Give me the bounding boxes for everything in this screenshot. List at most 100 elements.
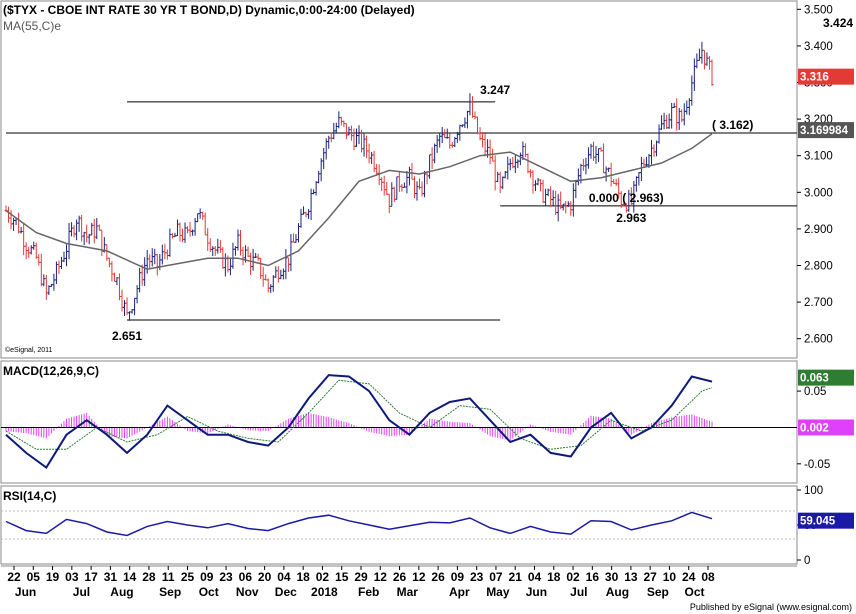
x-month-label: Sep (159, 585, 181, 599)
x-month-label: Jun (526, 585, 547, 599)
x-day-label: 13 (624, 570, 638, 584)
x-day-label: 18 (296, 570, 310, 584)
last-price-tag: 3.316 (800, 72, 829, 84)
ma-line (5, 133, 713, 270)
x-day-label: 02 (316, 570, 330, 584)
x-month-label: Oct (199, 585, 219, 599)
price-annotation: 0.000 ( 2.963) (589, 191, 664, 205)
x-day-label: 08 (701, 570, 715, 584)
x-day-label: 31 (104, 570, 118, 584)
x-day-label: 29 (354, 570, 368, 584)
x-day-label: 02 (566, 570, 580, 584)
x-day-label: 19 (46, 570, 60, 584)
level-price-tag-bg (798, 122, 854, 139)
x-day-label: 12 (374, 570, 388, 584)
x-day-label: 23 (470, 570, 484, 584)
ma-legend: MA(55,C)e (3, 19, 61, 33)
macd-tick-label: 0.05 (804, 386, 826, 398)
y-tick-label: 2.900 (804, 224, 833, 236)
price-candles (4, 41, 714, 321)
x-month-label: Sep (647, 585, 669, 599)
macd-panel[interactable]: MACD(12,26,9,C) (0, 360, 798, 484)
x-day-label: 25 (181, 570, 195, 584)
x-day-label: 20 (258, 570, 272, 584)
x-month-label: Oct (684, 585, 704, 599)
x-day-label: 23 (219, 570, 233, 584)
x-day-label: 04 (277, 570, 291, 584)
x-day-label: 21 (509, 570, 523, 584)
price-panel[interactable]: 3.424 3.247 ( 3.162) 0.000 ( 2.963) 2.963 2.6… (0, 0, 853, 359)
price-panel-frame (0, 0, 798, 359)
y-tick-label: 2.800 (804, 261, 833, 273)
x-day-label: 18 (547, 570, 561, 584)
x-day-label: 28 (142, 570, 156, 584)
price-annotation: 3.247 (480, 83, 510, 97)
price-annotation: 2.651 (112, 329, 142, 343)
x-month-label: 2018 (311, 585, 338, 599)
macd-value-tag-bg (798, 369, 854, 386)
x-day-label: 04 (528, 570, 542, 584)
x-day-label: 09 (200, 570, 214, 584)
y-tick-label: 3.400 (804, 41, 833, 53)
y-tick-label: 3.000 (804, 187, 833, 199)
x-month-label: Jun (15, 585, 36, 599)
x-day-label: 05 (27, 570, 41, 584)
rsi-value-tag-bg (798, 512, 854, 529)
y-tick-label: 3.500 (804, 4, 833, 16)
histogram-value-tag: 0.002 (800, 422, 829, 434)
macd-tick-label: -0.05 (804, 459, 830, 471)
x-day-label: 14 (123, 570, 137, 584)
x-day-label: 22 (7, 570, 21, 584)
x-day-label: 07 (489, 570, 503, 584)
x-day-label: 03 (65, 570, 79, 584)
x-month-label: Dec (275, 585, 297, 599)
x-month-label: Jul (73, 585, 90, 599)
x-month-label: Feb (358, 585, 379, 599)
chart-title: ($TYX - CBOE INT RATE 30 YR T BOND,D) Dy… (3, 3, 415, 17)
x-axis: 22 05 19 03 17 31 14 28 11 25 09 23 06 20 04 18 02 15 29 12… (1, 565, 797, 599)
x-day-label: 15 (335, 570, 349, 584)
x-day-label: 26 (431, 570, 445, 584)
y-tick-label: 3.100 (804, 151, 833, 163)
x-month-label: Aug (110, 585, 133, 599)
macd-signal-line (5, 379, 713, 450)
x-month-label: Aug (606, 585, 629, 599)
histogram-value-tag-bg (798, 419, 854, 436)
macd-legend: MACD(12,26,9,C) (3, 364, 99, 378)
x-month-label: Jul (570, 585, 587, 599)
x-day-label: 11 (162, 570, 175, 584)
x-month-label: Apr (449, 585, 470, 599)
price-annotation: 3.424 (823, 16, 853, 30)
x-day-label: 17 (84, 570, 98, 584)
x-day-label: 09 (451, 570, 465, 584)
x-day-label: 30 (605, 570, 619, 584)
x-day-label: 26 (393, 570, 407, 584)
x-day-label: 10 (663, 570, 677, 584)
macd-value-tag: 0.063 (800, 373, 829, 385)
y-axis: 3.5003.4003.3003.2003.1003.0002.9002.800… (797, 4, 854, 567)
x-day-label: 12 (412, 570, 426, 584)
level-price-tag: 3.169984 (800, 125, 849, 137)
rsi-tick-label: 100 (804, 485, 823, 497)
x-day-label: 24 (682, 570, 696, 584)
price-annotation: ( 3.162) (712, 118, 753, 132)
last-price-tag-bg (798, 68, 854, 85)
rsi-value-tag: 59.045 (800, 516, 836, 528)
rsi-legend: RSI(14,C) (3, 489, 56, 503)
macd-panel-frame (0, 360, 798, 484)
x-month-label: Nov (236, 585, 259, 599)
publisher-text: Published by eSignal (www.esignal.com) (690, 602, 852, 612)
rsi-tick-label: 0 (804, 555, 810, 567)
x-month-label: Mar (397, 585, 419, 599)
price-annotations: 3.424 3.247 ( 3.162) 0.000 ( 2.963) 2.963 2.6… (112, 16, 853, 343)
macd-line (5, 374, 713, 469)
price-annotation: 2.963 (616, 211, 646, 225)
price-horizontal-lines (6, 101, 797, 321)
x-day-label: 16 (586, 570, 600, 584)
x-day-label: 06 (239, 570, 253, 584)
rsi-line (5, 511, 713, 537)
x-month-label: May (486, 585, 510, 599)
y-tick-label: 2.700 (804, 297, 833, 309)
copyright-text: ©eSignal, 2011 (5, 346, 53, 354)
